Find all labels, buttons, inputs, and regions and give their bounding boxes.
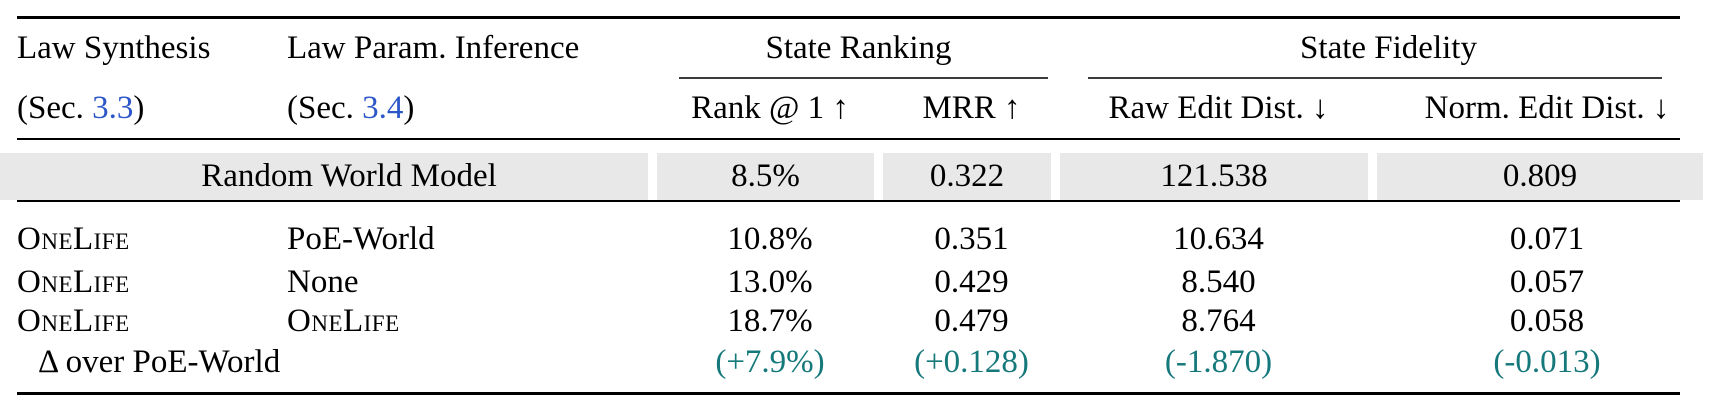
mrr-value: 0.479 <box>934 302 1009 339</box>
col-header-law-synthesis: Law Synthesis <box>17 29 211 66</box>
law-param-section-ref: (Sec. 3.4) <box>262 77 657 148</box>
col-header-norm-edit-dist: Norm. Edit Dist. ↓ <box>1424 90 1670 127</box>
delta-rank-at-1-value: (+7.9%) <box>715 343 825 380</box>
group-header-state-fidelity: State Fidelity <box>1300 29 1477 66</box>
baseline-label-cell: Random World Model <box>0 148 657 210</box>
col-header-mrr: MRR ↑ <box>922 90 1021 127</box>
top-rule <box>17 16 1680 19</box>
col-header-law-param-inference: Law Param. Inference <box>287 29 580 66</box>
law-synthesis-value: OneLife <box>17 264 130 300</box>
rank-at-1-value: 18.7% <box>727 302 813 339</box>
col-header-rank-at-1: Rank @ 1 ↑ <box>691 90 849 127</box>
bottom-rule <box>17 392 1680 395</box>
baseline-rank-value: 8.5% <box>657 153 874 200</box>
mrr-value: 0.429 <box>934 264 1009 300</box>
header-row-groups: Law Synthesis Law Param. Inference State… <box>0 19 1717 77</box>
delta-label: Δ over PoE-World <box>38 343 281 380</box>
sec-prefix: (Sec. <box>17 90 84 127</box>
law-param-value: PoE-World <box>287 221 435 258</box>
delta-mrr-value: (+0.128) <box>914 343 1029 380</box>
state-fidelity-rule <box>1088 77 1662 79</box>
table-row-poe-world: OneLife PoE-World 10.8% 0.351 10.634 0.0… <box>0 210 1717 263</box>
law-synthesis-value: OneLife <box>17 302 130 339</box>
results-table: Law Synthesis Law Param. Inference State… <box>0 19 1717 410</box>
norm-edit-dist-value: 0.058 <box>1509 302 1585 339</box>
rank-at-1-value: 13.0% <box>727 264 813 300</box>
law-synthesis-section-ref: (Sec. 3.3) <box>0 77 262 148</box>
baseline-mrr-cell: 0.322 <box>883 148 1060 210</box>
rank-at-1-value: 10.8% <box>727 221 813 258</box>
sec-3-4-link[interactable]: 3.4 <box>362 90 404 127</box>
baseline-raw-edit-cell: 121.538 <box>1060 148 1377 210</box>
baseline-rule <box>17 200 1680 202</box>
delta-raw-edit-value: (-1.870) <box>1164 343 1273 380</box>
raw-edit-dist-value: 8.540 <box>1181 264 1256 300</box>
law-param-value: OneLife <box>287 302 400 339</box>
law-param-value: None <box>287 264 359 300</box>
baseline-norm-edit-value: 0.809 <box>1377 153 1704 200</box>
raw-edit-dist-value: 10.634 <box>1173 221 1264 258</box>
delta-norm-edit-value: (-0.013) <box>1493 343 1601 380</box>
baseline-norm-edit-cell: 0.809 <box>1377 148 1717 210</box>
sec-prefix: (Sec. <box>287 90 354 127</box>
table-row-none: OneLife None 13.0% 0.429 8.540 0.057 <box>0 263 1717 302</box>
baseline-raw-edit-value: 121.538 <box>1060 153 1368 200</box>
mrr-value: 0.351 <box>934 221 1009 258</box>
delta-row: Δ over PoE-World (+7.9%) (+0.128) (-1.87… <box>0 341 1717 410</box>
group-header-state-ranking: State Ranking <box>765 29 952 66</box>
raw-edit-dist-value: 8.764 <box>1181 302 1256 339</box>
header-row-subcolumns: (Sec. 3.3) (Sec. 3.4) Rank @ 1 ↑ MRR ↑ Raw… <box>0 77 1717 148</box>
law-synthesis-value: OneLife <box>17 221 130 258</box>
norm-edit-dist-value: 0.057 <box>1509 264 1585 300</box>
norm-edit-dist-value: 0.071 <box>1509 221 1585 258</box>
sec-suffix: ) <box>403 90 415 127</box>
sec-3-3-link[interactable]: 3.3 <box>92 90 134 127</box>
sec-suffix: ) <box>133 90 145 127</box>
baseline-label: Random World Model <box>0 153 648 200</box>
baseline-mrr-value: 0.322 <box>883 153 1051 200</box>
state-ranking-rule <box>679 77 1048 79</box>
baseline-rank-cell: 8.5% <box>657 148 883 210</box>
col-header-raw-edit-dist: Raw Edit Dist. ↓ <box>1108 90 1329 127</box>
header-rule <box>17 138 1680 140</box>
baseline-row: Random World Model 8.5% 0.322 121.538 0.… <box>0 148 1717 210</box>
table-row-onelife: OneLife OneLife 18.7% 0.479 8.764 0.058 <box>0 302 1717 341</box>
